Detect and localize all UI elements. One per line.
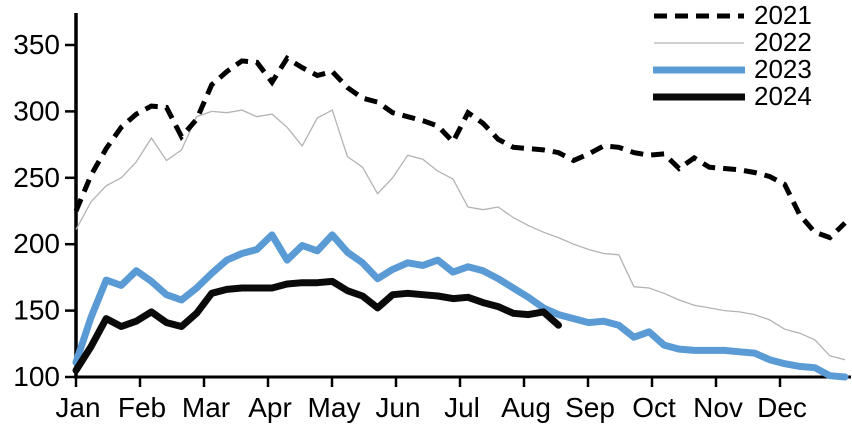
legend-item-2024: 2024 (653, 83, 814, 110)
legend-label-2024: 2024 (754, 81, 812, 111)
x-tick-label: Mar (182, 392, 230, 423)
y-tick-label: 200 (13, 228, 60, 259)
x-tick-label: Apr (248, 392, 292, 423)
x-tick-label: Jun (375, 392, 420, 423)
legend-label-2023: 2023 (754, 54, 812, 84)
y-tick-label: 150 (13, 295, 60, 326)
x-tick-label: Aug (501, 392, 551, 423)
x-tick-label: Oct (632, 392, 676, 423)
x-tick-label: Feb (118, 392, 166, 423)
y-tick-label: 100 (13, 361, 60, 392)
y-tick-label: 300 (13, 95, 60, 126)
legend-line-2021-icon (654, 13, 744, 18)
series-line-2021 (73, 54, 847, 241)
series-line-2023 (72, 231, 849, 381)
x-tick-label: Sep (565, 392, 615, 423)
legend-item-2021: 2021 (653, 2, 814, 29)
x-tick-label: Jan (55, 392, 100, 423)
legend: 2021 2022 2023 2024 (653, 2, 814, 110)
x-tick-label: Jul (444, 392, 480, 423)
x-tick-label: Nov (693, 392, 743, 423)
series-line-2024 (72, 277, 562, 374)
series-line-2022 (75, 109, 846, 361)
legend-line-2022-icon (654, 41, 744, 44)
legend-label-2021: 2021 (754, 0, 812, 30)
legend-line-2024-icon (653, 93, 745, 100)
legend-item-2022: 2022 (653, 29, 814, 56)
x-tick-label: Dec (757, 392, 807, 423)
legend-line-2023-icon (653, 66, 745, 73)
legend-item-2023: 2023 (653, 56, 814, 83)
x-tick-label: May (308, 392, 361, 423)
y-tick-label: 350 (13, 29, 60, 60)
legend-label-2022: 2022 (754, 27, 812, 57)
y-tick-label: 250 (13, 162, 60, 193)
